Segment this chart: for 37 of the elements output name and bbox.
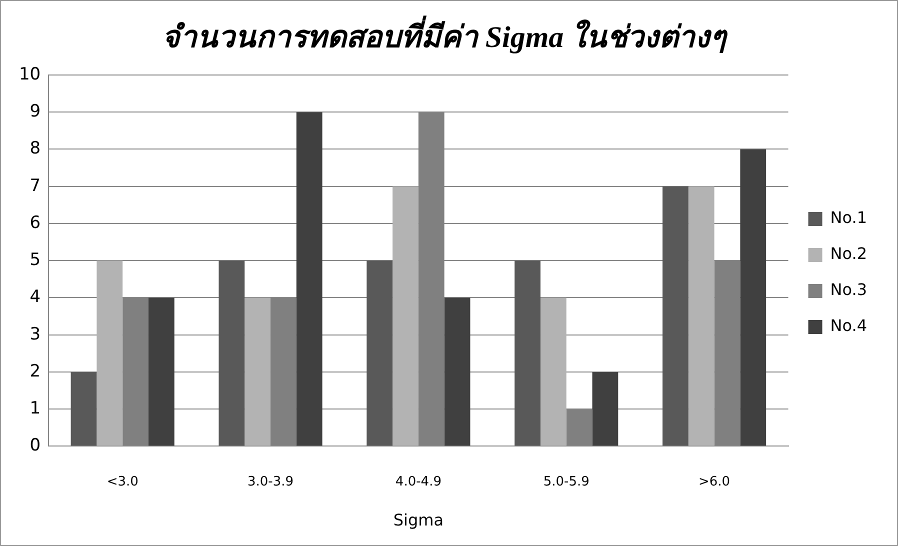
chart-title: จำนวนการทดสอบที่มีค่า Sigma ในช่วงต่างๆ [162,14,728,54]
x-tick-label: 5.0-5.9 [543,474,590,490]
bar [540,298,566,446]
bar [444,298,470,446]
legend-label: No.3 [830,280,868,300]
bar [662,186,688,446]
bar [296,112,322,446]
y-tick-label: 8 [30,138,41,159]
y-tick-label: 4 [30,287,41,308]
legend-label: No.1 [830,208,868,228]
y-tick-label: 5 [30,250,41,270]
x-tick-label: 4.0-4.9 [395,474,442,490]
bar [592,372,618,446]
y-tick-label: 7 [30,176,41,196]
y-tick-label: 6 [30,212,41,233]
y-tick-label: 3 [30,324,41,344]
legend-label: No.4 [830,316,868,336]
y-tick-label: 1 [30,398,41,418]
x-tick-label: 3.0-3.9 [247,474,294,490]
bar [392,186,418,446]
bar [148,298,174,446]
x-axis-title: Sigma [393,510,444,530]
y-tick-label: 0 [30,436,41,456]
y-tick-label: 10 [18,64,41,84]
x-tick-label: <3.0 [106,474,138,490]
bar [70,372,97,446]
bar [96,260,123,446]
bar [366,260,393,446]
bar [244,298,271,446]
y-tick-label: 2 [30,361,41,382]
bar [218,260,245,446]
x-tick-label: >6.0 [698,474,730,490]
bar [688,186,714,446]
legend-label: No.2 [830,244,868,264]
y-tick-label: 9 [30,102,41,122]
bar [514,260,540,446]
bar [740,149,766,446]
